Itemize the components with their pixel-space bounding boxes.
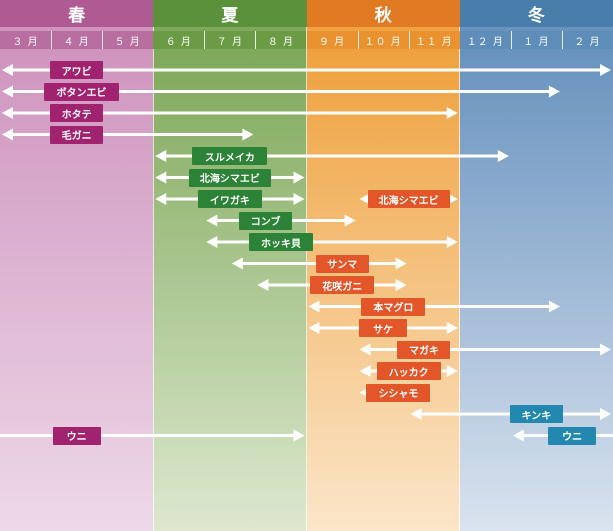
arrow-head-left — [2, 128, 13, 141]
month-separator — [408, 31, 410, 49]
seafood-label: イワガキ — [197, 190, 262, 208]
seafood-label: 花咲ガニ — [310, 276, 375, 294]
season-boundary — [306, 0, 307, 531]
month-separator — [561, 31, 563, 49]
arrow-head-right — [446, 322, 458, 334]
month-label: １ 月 — [510, 31, 562, 49]
arrow-head-left — [206, 236, 218, 248]
seafood-label: キンキ — [509, 405, 563, 423]
arrow-head-left — [2, 85, 13, 98]
arrow-head-right — [293, 193, 305, 205]
month-separator — [204, 31, 206, 49]
arrow-head-left — [257, 279, 269, 291]
seafood-label: スルメイカ — [192, 147, 268, 165]
month-label: １０ 月 — [357, 31, 409, 49]
arrow-head-right — [446, 107, 458, 119]
month-label: ３ 月 — [0, 31, 52, 49]
availability-arrow — [2, 64, 611, 76]
seafood-label: 本マグロ — [361, 297, 426, 316]
season-heading: 夏 — [153, 0, 307, 27]
season-column-summer — [153, 0, 307, 531]
arrow-head-right — [600, 64, 611, 76]
season-heading: 秋 — [306, 0, 460, 27]
arrow-head-right — [293, 171, 305, 184]
arrow-head-right — [395, 279, 407, 291]
season-heading: 春 — [0, 0, 154, 27]
seafood-label: 北海シマエビ — [367, 190, 450, 208]
arrow-head-right — [395, 257, 407, 270]
season-heading: 冬 — [459, 0, 613, 27]
month-label: ５ 月 — [102, 31, 154, 49]
arrow-head-right — [600, 408, 611, 420]
month-separator — [102, 31, 104, 49]
arrow-head-right — [548, 85, 560, 98]
arrow-head-right — [446, 365, 458, 377]
month-label: １２ 月 — [459, 31, 511, 49]
seafood-label: マガキ — [397, 340, 451, 359]
arrow-head-right — [344, 214, 356, 227]
arrow-head-right — [497, 150, 509, 162]
month-label: ６ 月 — [153, 31, 205, 49]
arrow-head-left — [359, 365, 371, 377]
season-boundary — [152, 0, 154, 531]
seafood-label: サケ — [359, 319, 408, 337]
arrow-head-right — [600, 343, 611, 356]
seafood-label: コンブ — [239, 211, 293, 230]
seafood-label: ウニ — [548, 426, 597, 445]
arrow-head-left — [231, 257, 243, 270]
seafood-label: シシャモ — [366, 383, 431, 402]
seafood-label: ホッキ貝 — [248, 233, 313, 251]
month-label: １１ 月 — [408, 31, 460, 49]
seafood-label: ウニ — [52, 426, 101, 445]
arrow-head-left — [359, 343, 371, 356]
arrow-head-right — [293, 429, 305, 442]
arrow-head-left — [155, 150, 167, 162]
availability-arrow — [0, 429, 305, 442]
month-label: ２ 月 — [561, 31, 613, 49]
arrow-head-left — [155, 171, 167, 184]
month-label: ４ 月 — [51, 31, 103, 49]
seafood-label: ボタンエビ — [44, 82, 119, 101]
availability-arrow — [308, 300, 560, 313]
month-separator — [357, 31, 359, 49]
month-label: ７ 月 — [204, 31, 256, 49]
arrow-head-left — [410, 408, 422, 420]
arrow-head-left — [155, 193, 167, 205]
arrow-head-left — [308, 300, 320, 313]
seafood-label: 毛ガニ — [50, 125, 104, 144]
seafood-label: アワビ — [50, 61, 104, 79]
month-separator — [51, 31, 53, 49]
arrow-head-left — [512, 429, 524, 442]
arrow-head-left — [2, 64, 13, 76]
seafood-label: サンマ — [315, 254, 369, 273]
arrow-head-right — [242, 128, 254, 141]
arrow-head-left — [308, 322, 320, 334]
availability-arrow — [206, 236, 458, 248]
seafood-label: 北海シマエビ — [188, 168, 271, 187]
month-label: ９ 月 — [306, 31, 358, 49]
availability-arrow — [2, 128, 254, 141]
month-label: ８ 月 — [255, 31, 307, 49]
arrow-head-right — [446, 236, 458, 248]
arrow-head-left — [206, 214, 218, 227]
month-separator — [255, 31, 257, 49]
seafood-label: ホタテ — [50, 104, 104, 122]
arrow-head-right — [548, 300, 560, 313]
month-separator — [510, 31, 512, 49]
arrow-head-left — [2, 107, 13, 119]
seafood-label: ハッカク — [376, 362, 441, 380]
season-boundary — [459, 0, 461, 531]
